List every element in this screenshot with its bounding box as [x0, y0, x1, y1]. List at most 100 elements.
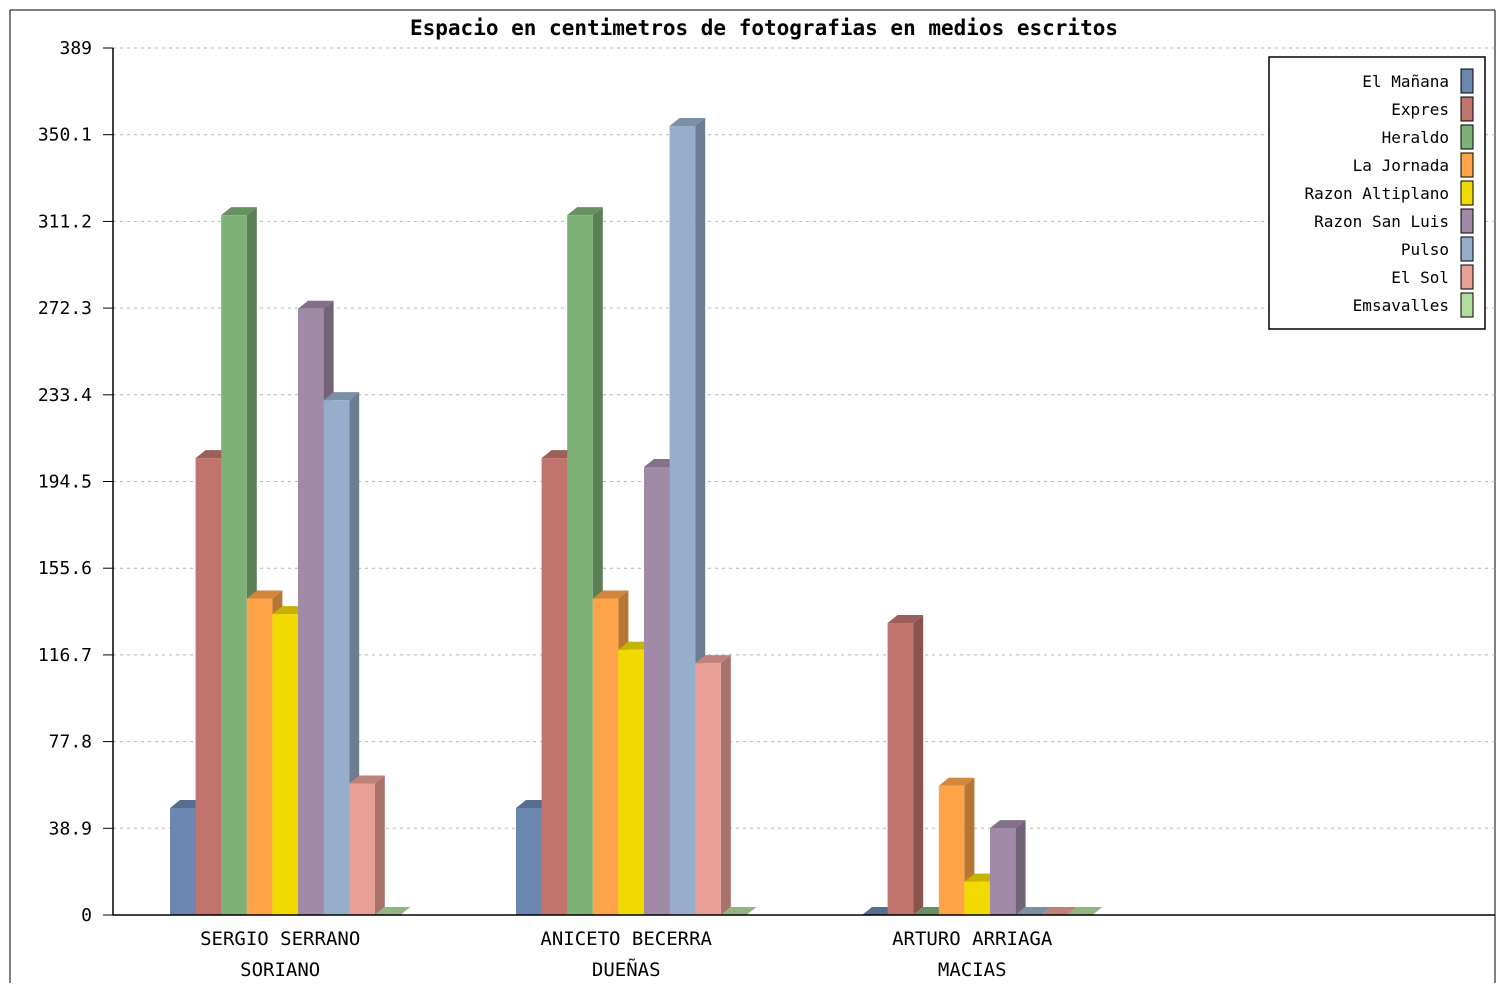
y-tick-label: 38.9: [49, 818, 92, 839]
legend-item: La Jornada: [1353, 152, 1474, 178]
x-category-label: DUEÑAS: [592, 958, 661, 981]
y-tick-label: 0: [81, 905, 92, 926]
legend-swatch: [1460, 180, 1474, 206]
y-tick-label: 311.2: [38, 211, 92, 232]
bar-top: [592, 590, 629, 599]
legend-item: Pulso: [1401, 236, 1474, 262]
bar-top: [374, 907, 411, 915]
bar-front: [964, 881, 990, 915]
legend-swatch: [1460, 68, 1474, 94]
x-category-label: ANICETO BECERRA: [540, 928, 712, 950]
x-category-label: SORIANO: [240, 959, 320, 981]
legend-swatch: [1460, 292, 1474, 318]
legend-item: Heraldo: [1382, 124, 1474, 150]
bar-front: [887, 623, 914, 915]
legend-label: Expres: [1391, 100, 1449, 119]
y-tick-label: 350.1: [38, 125, 92, 146]
bar-front: [695, 663, 721, 915]
chart-title: Espacio en centimetros de fotografias en…: [410, 16, 1118, 40]
y-tick-label: 233.4: [38, 385, 92, 406]
bar-top: [349, 775, 385, 784]
legend-label: La Jornada: [1353, 156, 1449, 175]
legend-swatch: [1460, 96, 1474, 122]
legend-swatch: [1460, 264, 1474, 290]
bar-front: [592, 598, 619, 915]
bar-front: [298, 308, 324, 915]
bar-front: [618, 649, 644, 915]
y-tick-label: 77.8: [49, 732, 92, 753]
bar: [990, 820, 1026, 915]
bar-front: [349, 783, 375, 915]
axis-labels: 0 38.9 77.8 116.7 155.6 194.5 233.4 272.3 311.2 3…: [38, 38, 1053, 981]
bar-top: [1015, 907, 1052, 915]
legend-label: Heraldo: [1382, 128, 1449, 147]
bar: [938, 777, 975, 915]
legend-item: Razon San Luis: [1314, 208, 1474, 234]
legend-swatch: [1460, 124, 1474, 150]
x-category-label: MACIAS: [938, 959, 1007, 981]
bar-top: [221, 207, 257, 216]
bar-side: [720, 655, 731, 915]
legend-label: Razon San Luis: [1314, 212, 1449, 231]
bar-top: [1066, 907, 1103, 915]
bar-front: [323, 400, 350, 915]
bar-top: [323, 392, 360, 401]
y-tick-label: 389: [59, 38, 92, 59]
bar-front: [644, 467, 670, 915]
bar-top: [695, 655, 731, 664]
y-tick-label: 194.5: [38, 472, 92, 493]
y-tick-label: 272.3: [38, 298, 92, 319]
bar-front: [938, 785, 965, 915]
bar-side: [1015, 820, 1026, 915]
bar-top: [298, 300, 334, 309]
bar-front: [516, 808, 542, 915]
legend: El Mañana Expres Heraldo La Jornada Razon Al…: [1268, 56, 1486, 330]
bar: [695, 655, 731, 915]
bars: [170, 118, 1103, 916]
legend-item: Razon Altiplano: [1305, 180, 1474, 206]
legend-label: El Mañana: [1362, 72, 1449, 91]
bar-front: [272, 614, 298, 915]
bar: [887, 615, 924, 915]
legend-label: Pulso: [1401, 240, 1449, 259]
bar: [1015, 907, 1052, 915]
legend-item: El Sol: [1391, 264, 1474, 290]
bar: [374, 907, 411, 915]
bar-front: [990, 828, 1016, 915]
bar-front: [246, 598, 273, 915]
legend-item: Expres: [1391, 96, 1474, 122]
legend-item: Emsavalles: [1353, 292, 1474, 318]
bar-top: [938, 777, 975, 786]
legend-swatch: [1460, 152, 1474, 178]
bar-side: [913, 615, 924, 915]
bar-top: [720, 907, 757, 915]
bar-front: [669, 126, 696, 916]
axes: [103, 47, 1495, 916]
bar: [349, 775, 385, 915]
legend-label: El Sol: [1391, 268, 1449, 287]
legend-swatch: [1460, 208, 1474, 234]
bar: [1041, 907, 1077, 915]
bar: [720, 907, 757, 915]
bar-front: [195, 458, 222, 915]
bar-top: [669, 118, 706, 127]
bar-side: [374, 775, 385, 915]
legend-label: Emsavalles: [1353, 296, 1449, 315]
legend-box: [1268, 56, 1486, 330]
bar-front: [541, 458, 568, 915]
x-category-label: SERGIO SERRANO: [200, 928, 360, 950]
bar-top: [567, 207, 603, 216]
bar-top: [246, 590, 283, 599]
bar-top: [990, 820, 1026, 829]
legend-swatch: [1460, 236, 1474, 262]
y-tick-label: 116.7: [38, 645, 92, 666]
x-category-label: ARTURO ARRIAGA: [892, 928, 1053, 950]
bar-front: [221, 215, 247, 916]
legend-label: Razon Altiplano: [1305, 184, 1450, 203]
bar-top: [887, 615, 924, 624]
y-tick-label: 155.6: [38, 558, 92, 579]
bar: [1066, 907, 1103, 915]
bar-front: [567, 215, 593, 916]
